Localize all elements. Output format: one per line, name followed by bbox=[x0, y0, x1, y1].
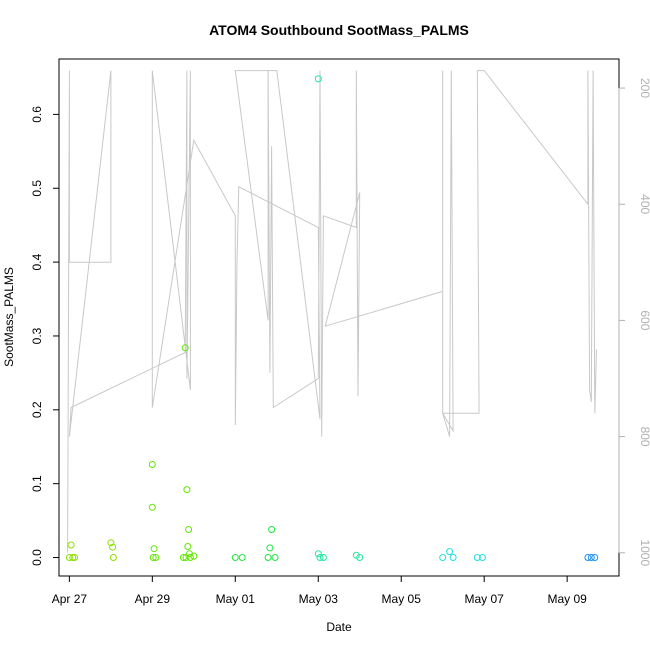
y-tick-label: 0.2 bbox=[30, 401, 44, 418]
data-point bbox=[356, 554, 364, 561]
data-point bbox=[185, 526, 193, 533]
data-point bbox=[319, 554, 327, 561]
data-point bbox=[109, 543, 117, 551]
y-axis: 0.0 0.1 0.2 0.3 0.4 0.5 0.6 bbox=[30, 106, 60, 566]
data-point bbox=[584, 554, 592, 561]
data-point bbox=[148, 503, 156, 511]
data-point bbox=[314, 75, 322, 83]
data-point bbox=[266, 544, 274, 552]
y-tick-label: 0.3 bbox=[30, 327, 44, 344]
chart-title: ATOM4 Southbound SootMass_PALMS bbox=[209, 22, 469, 38]
data-point bbox=[148, 461, 156, 468]
y-tick-label: 0.0 bbox=[30, 549, 44, 566]
data-point bbox=[439, 554, 447, 561]
data-point bbox=[190, 552, 198, 560]
right-tick-label: 800 bbox=[638, 427, 650, 447]
x-tick-label: Apr 29 bbox=[135, 592, 171, 606]
y-tick-label: 0.4 bbox=[30, 253, 44, 270]
data-point bbox=[149, 554, 157, 561]
data-point bbox=[184, 543, 192, 550]
data-point bbox=[109, 554, 117, 561]
data-point bbox=[264, 554, 272, 561]
y-tick-label: 0.5 bbox=[30, 180, 44, 197]
right-tick-label: 600 bbox=[638, 310, 650, 330]
right-axis: 200 400 600 800 1000 bbox=[618, 78, 650, 566]
y-tick-label: 0.6 bbox=[30, 106, 44, 123]
x-tick-label: Apr 27 bbox=[52, 592, 88, 606]
data-point bbox=[316, 554, 324, 561]
altitude-trace-line bbox=[67, 70, 597, 553]
x-tick-label: May 03 bbox=[299, 592, 339, 606]
data-point bbox=[182, 554, 190, 561]
data-point bbox=[268, 526, 276, 533]
x-tick-label: May 09 bbox=[547, 592, 587, 606]
data-point bbox=[314, 550, 322, 558]
data-point bbox=[271, 554, 279, 561]
right-tick-label: 400 bbox=[638, 194, 650, 214]
data-point bbox=[179, 554, 187, 561]
data-points-layer bbox=[65, 75, 599, 561]
data-point bbox=[591, 554, 599, 561]
data-point bbox=[449, 554, 457, 561]
altitude-trace-layer bbox=[67, 70, 597, 553]
data-point bbox=[67, 541, 75, 549]
data-point bbox=[238, 554, 246, 561]
data-point bbox=[473, 554, 481, 561]
x-tick-label: May 01 bbox=[216, 592, 256, 606]
x-axis-label: Date bbox=[326, 620, 352, 634]
data-point bbox=[107, 539, 115, 547]
data-point bbox=[183, 486, 191, 494]
x-tick-label: May 07 bbox=[465, 592, 505, 606]
data-point bbox=[587, 554, 595, 561]
right-tick-label: 200 bbox=[638, 78, 650, 98]
right-tick-label: 1000 bbox=[638, 539, 650, 566]
data-point bbox=[150, 545, 158, 553]
data-point bbox=[186, 554, 194, 561]
data-point bbox=[65, 554, 73, 561]
data-point bbox=[71, 554, 79, 561]
x-tick-label: May 05 bbox=[382, 592, 422, 606]
data-point bbox=[152, 554, 160, 561]
data-point bbox=[446, 548, 454, 556]
y-axis-label: SootMass_PALMS bbox=[2, 267, 16, 367]
x-axis: Apr 27 Apr 29 May 01 May 03 May 05 May 07 May … bbox=[52, 575, 587, 606]
data-point bbox=[479, 554, 486, 561]
data-point bbox=[231, 554, 239, 561]
data-point bbox=[181, 344, 189, 352]
y-tick-label: 0.1 bbox=[30, 475, 44, 492]
